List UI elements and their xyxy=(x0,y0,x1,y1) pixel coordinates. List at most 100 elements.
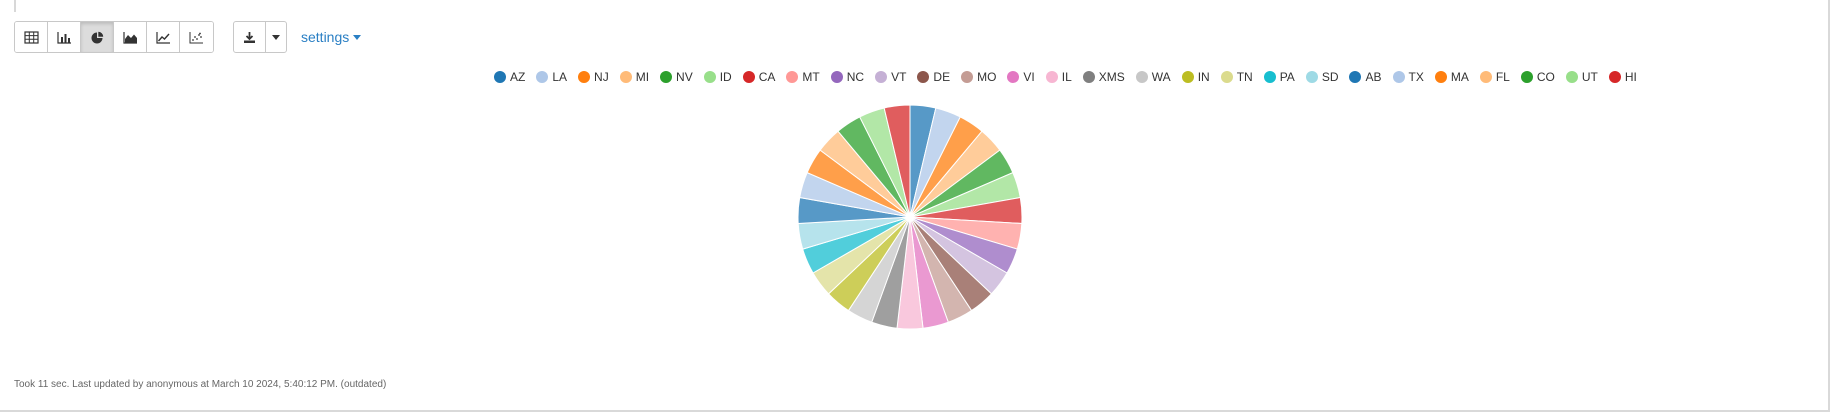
scatter-chart-icon xyxy=(189,31,203,43)
chart-legend: AZ LA NJ MI NV ID CA MT NC VT DE MO VI IL XMS WA IN TN PA S… xyxy=(494,69,1794,85)
legend-label: FL xyxy=(1495,70,1510,84)
download-icon xyxy=(244,31,255,43)
legend-item-ma[interactable]: MA xyxy=(1434,70,1469,84)
legend-item-sd[interactable]: SD xyxy=(1305,70,1339,84)
legend-swatch xyxy=(1082,71,1095,83)
legend-item-in[interactable]: IN xyxy=(1181,70,1210,84)
legend-swatch xyxy=(619,71,632,83)
scatter-chart-view-button[interactable] xyxy=(180,22,213,52)
legend-item-mo[interactable]: MO xyxy=(961,70,996,84)
view-type-group xyxy=(14,21,214,53)
legend-swatch xyxy=(742,71,755,83)
legend-label: MA xyxy=(1450,70,1469,84)
legend-swatch xyxy=(1565,71,1578,83)
legend-item-co[interactable]: CO xyxy=(1520,70,1555,84)
legend-item-vt[interactable]: VT xyxy=(875,70,906,84)
legend-item-ut[interactable]: UT xyxy=(1565,70,1598,84)
legend-label: NV xyxy=(676,70,693,84)
legend-label: PA xyxy=(1279,70,1295,84)
legend-item-xms[interactable]: XMS xyxy=(1082,70,1125,84)
legend-item-mi[interactable]: MI xyxy=(619,70,650,84)
legend-label: CA xyxy=(758,70,776,84)
legend-item-la[interactable]: LA xyxy=(536,70,567,84)
legend-label: TX xyxy=(1408,70,1424,84)
pie-chart-view-button[interactable] xyxy=(81,22,114,52)
legend-label: HI xyxy=(1624,70,1637,84)
legend-item-nc[interactable]: NC xyxy=(830,70,865,84)
legend-label: DE xyxy=(933,70,951,84)
legend-swatch xyxy=(786,71,799,83)
legend-swatch xyxy=(1349,71,1362,83)
legend-item-id[interactable]: ID xyxy=(703,70,732,84)
legend-swatch xyxy=(961,71,974,83)
settings-link[interactable]: settings xyxy=(301,29,362,45)
legend-label: VI xyxy=(1023,70,1035,84)
legend-swatch xyxy=(875,71,888,83)
legend-item-nj[interactable]: NJ xyxy=(578,70,609,84)
visualization-panel: settings AZ LA NJ MI NV ID CA MT NC VT DE MO VI IL XMS… xyxy=(0,0,1830,412)
legend-swatch xyxy=(660,71,673,83)
legend-swatch xyxy=(1434,71,1447,83)
legend-swatch xyxy=(917,71,930,83)
legend-label: AZ xyxy=(510,70,526,84)
legend-swatch xyxy=(830,71,843,83)
legend-item-fl[interactable]: FL xyxy=(1479,70,1510,84)
legend-swatch xyxy=(536,71,549,83)
chevron-down-icon xyxy=(272,34,280,40)
legend-item-de[interactable]: DE xyxy=(917,70,950,84)
chevron-down-icon xyxy=(353,34,362,40)
legend-label: MT xyxy=(802,70,820,84)
legend-item-wa[interactable]: WA xyxy=(1135,70,1171,84)
legend-label: IN xyxy=(1197,70,1210,84)
legend-swatch xyxy=(1263,71,1276,83)
legend-swatch xyxy=(1045,71,1058,83)
line-chart-view-button[interactable] xyxy=(147,22,180,52)
download-button[interactable] xyxy=(234,22,266,52)
legend-label: MI xyxy=(635,70,650,84)
legend-swatch xyxy=(1392,71,1405,83)
legend-swatch xyxy=(1220,71,1233,83)
legend-label: LA xyxy=(552,70,568,84)
legend-label: IL xyxy=(1061,70,1072,84)
download-group xyxy=(233,21,287,53)
pie-chart-icon xyxy=(91,31,103,43)
bar-chart-icon xyxy=(56,31,71,44)
pie-slice-hi[interactable] xyxy=(883,104,911,218)
legend-item-mt[interactable]: MT xyxy=(786,70,820,84)
legend-label: NC xyxy=(846,70,865,84)
legend-label: UT xyxy=(1581,70,1598,84)
legend-swatch xyxy=(1007,71,1020,83)
legend-swatch xyxy=(1305,71,1318,83)
area-chart-view-button[interactable] xyxy=(114,22,147,52)
legend-item-nv[interactable]: NV xyxy=(660,70,693,84)
legend-swatch xyxy=(578,71,591,83)
bar-chart-view-button[interactable] xyxy=(48,22,81,52)
settings-label: settings xyxy=(301,29,350,45)
legend-item-tn[interactable]: TN xyxy=(1220,70,1253,84)
legend-label: WA xyxy=(1151,70,1171,84)
legend-swatch xyxy=(1520,71,1533,83)
legend-item-il[interactable]: IL xyxy=(1045,70,1072,84)
legend-swatch xyxy=(1181,71,1194,83)
legend-label: AB xyxy=(1365,70,1382,84)
toolbar: settings xyxy=(14,21,362,53)
line-chart-icon xyxy=(155,31,170,44)
table-view-button[interactable] xyxy=(15,22,48,52)
legend-swatch xyxy=(1608,71,1621,83)
legend-item-ab[interactable]: AB xyxy=(1349,70,1382,84)
resize-handle[interactable] xyxy=(14,0,16,12)
legend-label: CO xyxy=(1536,70,1555,84)
status-footer: Took 11 sec. Last updated by anonymous a… xyxy=(14,379,387,390)
legend-item-hi[interactable]: HI xyxy=(1608,70,1637,84)
legend-item-az[interactable]: AZ xyxy=(494,70,525,84)
download-options-button[interactable] xyxy=(266,22,286,52)
legend-label: SD xyxy=(1321,70,1339,84)
legend-swatch xyxy=(1479,71,1492,83)
legend-item-tx[interactable]: TX xyxy=(1392,70,1424,84)
pie-chart xyxy=(797,104,1023,330)
legend-item-vi[interactable]: VI xyxy=(1007,70,1035,84)
legend-swatch xyxy=(703,71,716,83)
legend-item-pa[interactable]: PA xyxy=(1263,70,1295,84)
legend-label: XMS xyxy=(1098,70,1125,84)
legend-item-ca[interactable]: CA xyxy=(742,70,776,84)
